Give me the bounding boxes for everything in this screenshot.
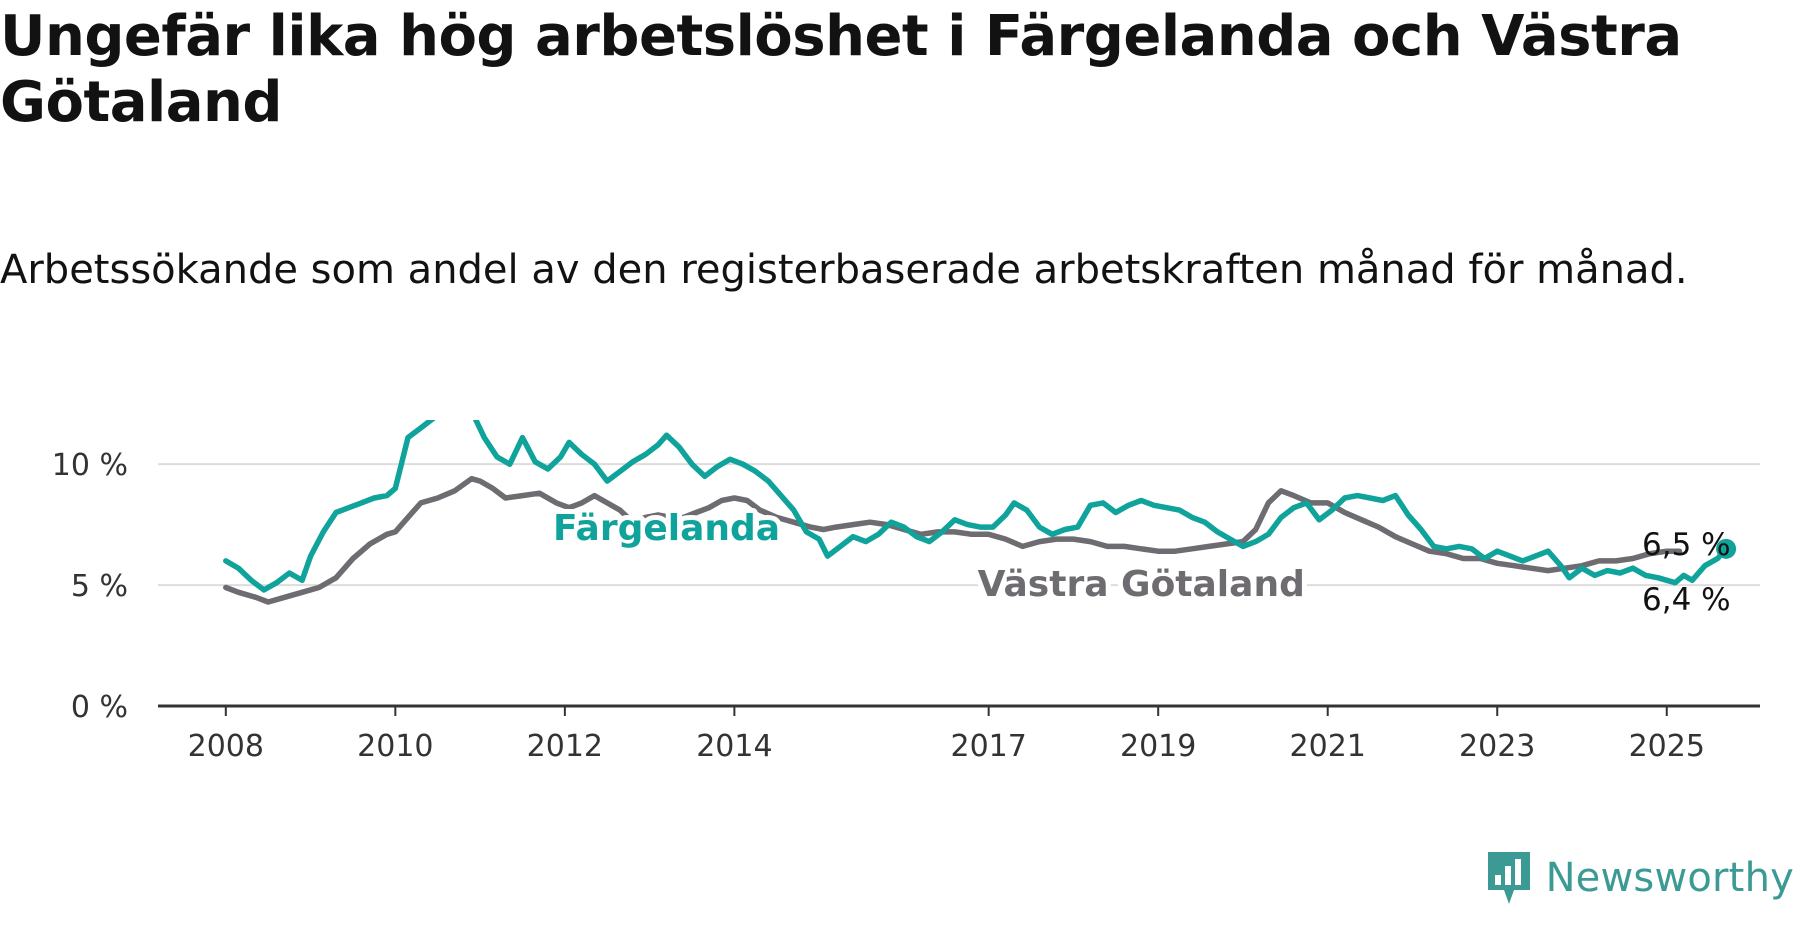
y-tick-label: 10 %	[52, 448, 128, 483]
end-label-fargelanda: 6,5 %	[1642, 527, 1731, 563]
series-label-fargelanda: Färgelanda	[553, 508, 780, 549]
x-tick-label: 2012	[527, 729, 603, 764]
y-tick-label: 5 %	[71, 569, 128, 604]
chart-subtitle: Arbetssökande som andel av den registerb…	[0, 247, 1688, 293]
series-label-vastra: Västra Götaland	[978, 564, 1305, 605]
newsworthy-icon	[1487, 852, 1530, 904]
x-tick-label: 2014	[696, 729, 772, 764]
x-tick-label: 2019	[1120, 729, 1196, 764]
brand-name: Newsworthy	[1545, 855, 1794, 901]
y-tick-label: 0 %	[71, 690, 128, 725]
newsworthy-logo: Newsworthy	[1484, 848, 1794, 908]
chart-title: Ungefär lika hög arbetslöshet i Färgelan…	[0, 4, 1682, 135]
x-tick-label: 2025	[1629, 729, 1705, 764]
end-label-vastra: 6,4 %	[1642, 582, 1731, 618]
line-chart: 0 % 5 % 10 % 2008 2010 2012 2014 2017 2019 2021 20…	[52, 420, 1760, 764]
series-line-fargelanda	[223, 420, 1729, 593]
x-tick-label: 2017	[950, 729, 1026, 764]
series-line-vastra	[223, 475, 1683, 605]
end-marker-fargelanda	[1716, 538, 1737, 559]
x-tick-label: 2023	[1459, 729, 1535, 764]
x-tick-label: 2010	[357, 729, 433, 764]
x-tick-label: 2008	[188, 729, 264, 764]
x-tick-label: 2021	[1290, 729, 1366, 764]
